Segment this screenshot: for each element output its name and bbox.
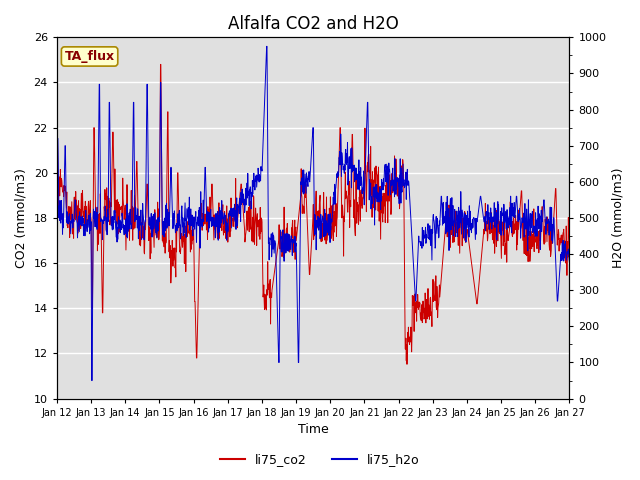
Title: Alfalfa CO2 and H2O: Alfalfa CO2 and H2O <box>228 15 399 33</box>
Text: TA_flux: TA_flux <box>65 50 115 63</box>
X-axis label: Time: Time <box>298 423 328 436</box>
Y-axis label: CO2 (mmol/m3): CO2 (mmol/m3) <box>15 168 28 268</box>
Y-axis label: H2O (mmol/m3): H2O (mmol/m3) <box>612 168 625 268</box>
Legend: li75_co2, li75_h2o: li75_co2, li75_h2o <box>215 448 425 471</box>
